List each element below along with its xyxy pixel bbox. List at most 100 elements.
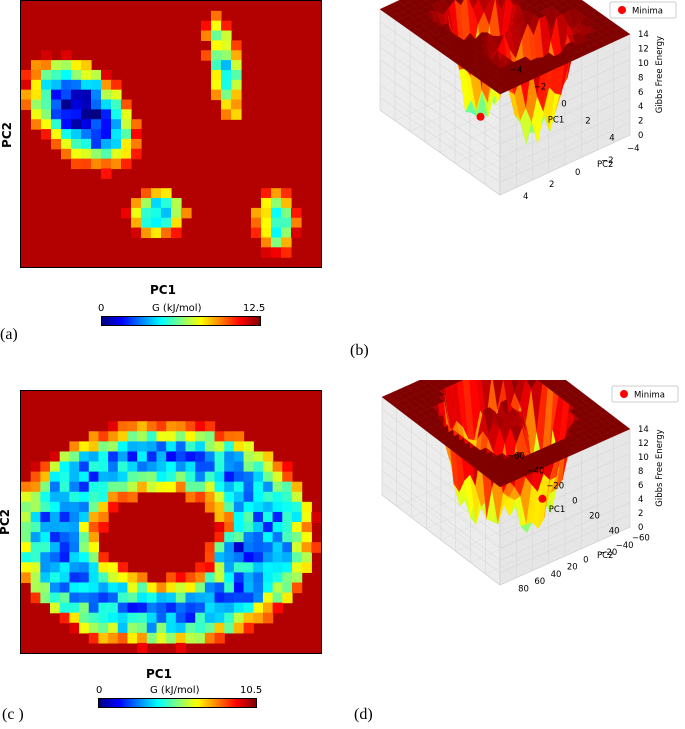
heatmap-cell bbox=[272, 552, 283, 563]
heatmap-cell bbox=[214, 612, 225, 624]
heatmap-cell bbox=[214, 431, 225, 442]
heatmap-cell bbox=[281, 207, 292, 219]
heatmap-cell bbox=[30, 562, 41, 573]
heatmap-cell bbox=[71, 60, 82, 71]
surface-facet bbox=[495, 0, 507, 42]
heatmap-cell bbox=[117, 451, 129, 463]
heatmap-cell bbox=[141, 227, 152, 239]
heatmap-cell bbox=[253, 522, 264, 533]
heatmap-cell bbox=[151, 217, 162, 229]
heatmap-cell bbox=[175, 612, 187, 624]
y-tick-label: 4 bbox=[523, 192, 528, 202]
surface-facet bbox=[542, 0, 553, 3]
heatmap-cell bbox=[121, 119, 132, 130]
heatmap-cell bbox=[69, 542, 80, 553]
heatmap-cell bbox=[111, 109, 122, 120]
heatmap-cell bbox=[185, 632, 196, 644]
heatmap-cell bbox=[185, 582, 196, 594]
heatmap-cell bbox=[59, 612, 70, 624]
heatmap-cell bbox=[291, 227, 302, 239]
heatmap-cell bbox=[131, 227, 142, 239]
heatmap-cell bbox=[253, 511, 264, 523]
heatmap-cell bbox=[185, 622, 196, 634]
heatmap-cell bbox=[88, 582, 100, 594]
y-tick-label: 80 bbox=[518, 584, 529, 594]
heatmap-cell bbox=[271, 237, 282, 248]
panel-label-b: (b) bbox=[350, 342, 369, 359]
heatmap-cell bbox=[98, 552, 109, 563]
heatmap-cell bbox=[204, 572, 216, 584]
heatmap-cell bbox=[81, 69, 92, 81]
heatmap-cell bbox=[91, 148, 102, 160]
heatmap-cell bbox=[272, 542, 283, 553]
heatmap-cell bbox=[261, 207, 272, 219]
heatmap-cell bbox=[224, 602, 235, 614]
heatmap-cell bbox=[282, 461, 293, 473]
heatmap-cell bbox=[291, 491, 303, 503]
heatmap-cell bbox=[272, 602, 283, 614]
heatmap-cell bbox=[69, 562, 80, 573]
heatmap-cell bbox=[51, 89, 62, 101]
heatmap-cell bbox=[69, 461, 80, 473]
heatmap-cell bbox=[101, 119, 112, 130]
heatmap-cell bbox=[117, 431, 129, 442]
heatmap-cell bbox=[69, 491, 80, 503]
heatmap-cell bbox=[40, 461, 51, 473]
heatmap-cell bbox=[21, 69, 32, 81]
heatmap-cell bbox=[41, 60, 52, 71]
heatmap-cell bbox=[195, 592, 206, 604]
heatmap-cell bbox=[88, 522, 100, 533]
heatmap-cell bbox=[161, 207, 172, 219]
heatmap-cell bbox=[101, 168, 112, 179]
x-tick-label: 2 bbox=[585, 117, 590, 127]
heatmap-cell bbox=[71, 79, 82, 91]
heatmap-cell bbox=[282, 491, 293, 503]
heatmap-cell bbox=[291, 542, 303, 553]
y-axis-label-c: PC2 bbox=[0, 509, 12, 535]
heatmap-cell bbox=[201, 50, 212, 61]
heatmap-cell bbox=[262, 582, 274, 594]
heatmap-cell bbox=[272, 481, 283, 493]
z-axis-label: Gibbs Free Energy bbox=[655, 429, 665, 506]
heatmap-cell bbox=[166, 481, 177, 493]
heatmap-cell bbox=[291, 207, 302, 219]
heatmap-cell bbox=[137, 612, 148, 624]
heatmap-cell bbox=[69, 522, 80, 533]
heatmap-cell bbox=[69, 552, 80, 563]
heatmap-cell bbox=[195, 622, 206, 634]
heatmap-cell bbox=[61, 60, 72, 71]
colorbar-title-c: G (kJ/mol) bbox=[150, 685, 200, 696]
heatmap-cell bbox=[243, 511, 254, 523]
heatmap-cell bbox=[59, 491, 70, 503]
heatmap-cell bbox=[224, 481, 235, 493]
heatmap-cell bbox=[211, 60, 222, 71]
heatmap-cell bbox=[221, 20, 232, 32]
heatmap-cell bbox=[131, 148, 142, 160]
y-axis-label: PC2 bbox=[597, 551, 613, 561]
heatmap-cell bbox=[224, 542, 235, 553]
heatmap-cell bbox=[233, 622, 245, 634]
z-tick-label: 0 bbox=[638, 131, 643, 141]
heatmap-cell bbox=[204, 552, 216, 563]
heatmap-cell bbox=[69, 612, 80, 624]
heatmap-cell bbox=[211, 69, 222, 81]
heatmap-cell bbox=[101, 89, 112, 101]
heatmap-cell bbox=[21, 511, 32, 523]
heatmap-cell bbox=[195, 582, 206, 594]
heatmap-cell bbox=[204, 602, 216, 614]
heatmap-cell bbox=[117, 491, 129, 503]
heatmap-cell bbox=[117, 481, 129, 493]
heatmap-cell bbox=[281, 188, 292, 199]
colorbar-max-label-a: 12.5 bbox=[243, 303, 266, 314]
heatmap-cell bbox=[21, 562, 32, 573]
heatmap-cell bbox=[221, 69, 232, 81]
heatmap-cell bbox=[214, 451, 225, 463]
heatmap-cell bbox=[214, 602, 225, 614]
heatmap-cell bbox=[108, 441, 119, 453]
heatmap-cell bbox=[88, 542, 100, 553]
heatmap-cell bbox=[31, 119, 42, 130]
heatmap-cell bbox=[221, 30, 232, 42]
heatmap-cell bbox=[166, 441, 177, 453]
heatmap-cell bbox=[111, 148, 122, 160]
panel-label-a: (a) bbox=[0, 326, 18, 343]
